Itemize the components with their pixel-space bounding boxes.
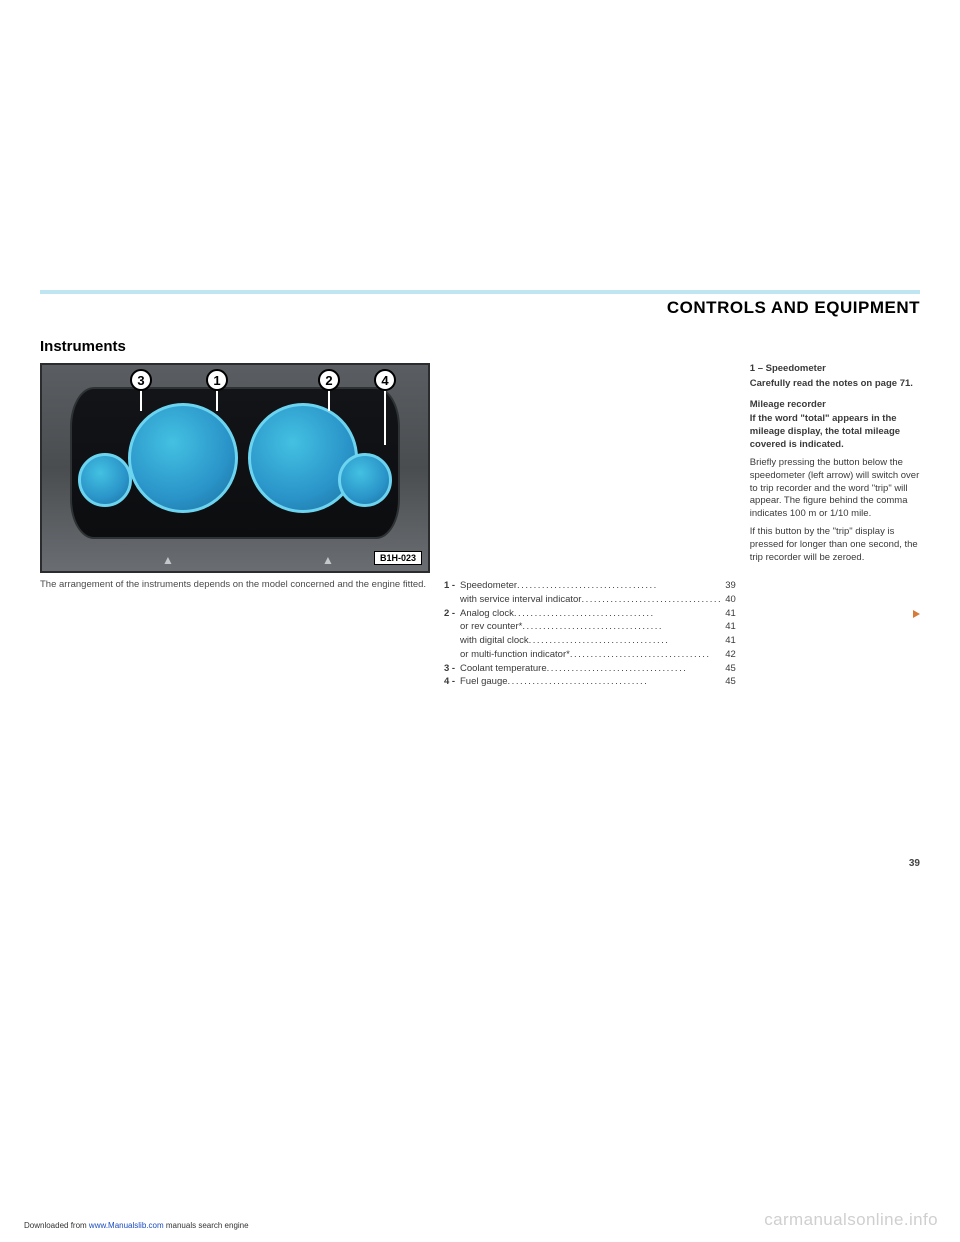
header-title-block: CONTROLS AND EQUIPMENT xyxy=(659,296,920,320)
legend-text: Analog clock xyxy=(460,607,514,621)
three-columns: 3 1 2 4 ▲ ▲ B1H-023 The arrangement of t… xyxy=(40,363,920,689)
spacer xyxy=(444,363,736,579)
legend-page: 41 xyxy=(722,620,736,634)
legend-index xyxy=(444,634,460,648)
legend-text: with digital clock xyxy=(460,634,529,648)
body-text: 1 – Speedometer Carefully read the notes… xyxy=(750,363,920,564)
legend-text: or multi-function indicator* xyxy=(460,648,570,662)
figure-caption: The arrangement of the instruments depen… xyxy=(40,579,430,592)
legend-dots: .................................. xyxy=(514,607,722,621)
arrow-marker-right: ▲ xyxy=(322,553,334,567)
legend-dots: .................................. xyxy=(581,593,722,607)
body-paragraph: Carefully read the notes on page 71. xyxy=(750,378,920,391)
page-number: 39 xyxy=(909,858,920,869)
legend-dots: .................................. xyxy=(547,662,723,676)
legend-row: or rev counter* ........................… xyxy=(444,620,736,634)
legend-text: with service interval indicator xyxy=(460,593,581,607)
callout-line xyxy=(216,389,218,411)
content-area: Instruments 3 1 2 xyxy=(40,320,920,689)
legend-index xyxy=(444,620,460,634)
legend-text: Fuel gauge xyxy=(460,675,508,689)
body-paragraph: If this button by the "trip" display is … xyxy=(750,526,920,564)
body-subheading: Mileage recorder xyxy=(750,399,920,412)
arrow-marker-left: ▲ xyxy=(162,553,174,567)
instrument-cluster-figure: 3 1 2 4 ▲ ▲ B1H-023 xyxy=(40,363,430,573)
body-paragraph: Briefly pressing the button below the sp… xyxy=(750,457,920,521)
legend-row: with digital clock .....................… xyxy=(444,634,736,648)
legend-page: 41 xyxy=(722,634,736,648)
watermark: carmanualsonline.info xyxy=(764,1210,938,1230)
legend-row: 3 -Coolant temperature .................… xyxy=(444,662,736,676)
legend-index xyxy=(444,593,460,607)
legend-page: 40 xyxy=(722,593,736,607)
legend-text: Speedometer xyxy=(460,579,517,593)
header-bar: CONTROLS AND EQUIPMENT xyxy=(40,290,920,296)
footer-prefix: Downloaded from xyxy=(24,1221,89,1230)
callout-4: 4 xyxy=(374,369,396,391)
section-title: Instruments xyxy=(40,338,920,355)
callout-line xyxy=(384,389,386,445)
body-heading: 1 – Speedometer xyxy=(750,363,920,376)
legend-index: 3 - xyxy=(444,662,460,676)
legend-row: or multi-function indicator* ...........… xyxy=(444,648,736,662)
column-middle: 1 -Speedometer .........................… xyxy=(444,363,736,689)
legend-page: 45 xyxy=(722,675,736,689)
legend-dots: .................................. xyxy=(522,620,722,634)
legend-page: 41 xyxy=(722,607,736,621)
legend-text: Coolant temperature xyxy=(460,662,547,676)
legend-page: 39 xyxy=(722,579,736,593)
callout-3: 3 xyxy=(130,369,152,391)
callout-2: 2 xyxy=(318,369,340,391)
page-container: CONTROLS AND EQUIPMENT Instruments 3 xyxy=(40,290,920,689)
legend-dots: .................................. xyxy=(570,648,722,662)
body-paragraph: If the word "total" appears in the milea… xyxy=(750,413,920,451)
footer-suffix: manuals search engine xyxy=(166,1221,249,1230)
legend-dots: .................................. xyxy=(529,634,723,648)
callout-1: 1 xyxy=(206,369,228,391)
gauge-speedometer xyxy=(128,403,238,513)
footer-link[interactable]: www.Manualslib.com xyxy=(89,1221,164,1230)
column-left: 3 1 2 4 ▲ ▲ B1H-023 The arrangement of t… xyxy=(40,363,430,689)
column-right: 1 – Speedometer Carefully read the notes… xyxy=(750,363,920,689)
figure-label: B1H-023 xyxy=(374,551,422,565)
gauge-coolant xyxy=(78,453,132,507)
legend-text: or rev counter* xyxy=(460,620,522,634)
legend-row: 1 -Speedometer .........................… xyxy=(444,579,736,593)
legend-index: 1 - xyxy=(444,579,460,593)
legend-index: 2 - xyxy=(444,607,460,621)
legend-row: 2 -Analog clock ........................… xyxy=(444,607,736,621)
legend-index: 4 - xyxy=(444,675,460,689)
legend-row: with service interval indicator ........… xyxy=(444,593,736,607)
legend-dots: .................................. xyxy=(508,675,723,689)
legend-page: 42 xyxy=(722,648,736,662)
continue-arrow-icon xyxy=(913,610,920,618)
header-title: CONTROLS AND EQUIPMENT xyxy=(667,298,920,317)
legend-row: 4 -Fuel gauge ..........................… xyxy=(444,675,736,689)
callout-line xyxy=(140,389,142,411)
instrument-legend-list: 1 -Speedometer .........................… xyxy=(444,579,736,689)
callout-line xyxy=(328,389,330,411)
legend-dots: .................................. xyxy=(517,579,722,593)
cluster-panel xyxy=(70,387,400,539)
legend-index xyxy=(444,648,460,662)
footer-attribution: Downloaded from www.Manualslib.com manua… xyxy=(24,1221,249,1230)
legend-page: 45 xyxy=(722,662,736,676)
gauge-fuel xyxy=(338,453,392,507)
gauge-clock xyxy=(248,403,358,513)
